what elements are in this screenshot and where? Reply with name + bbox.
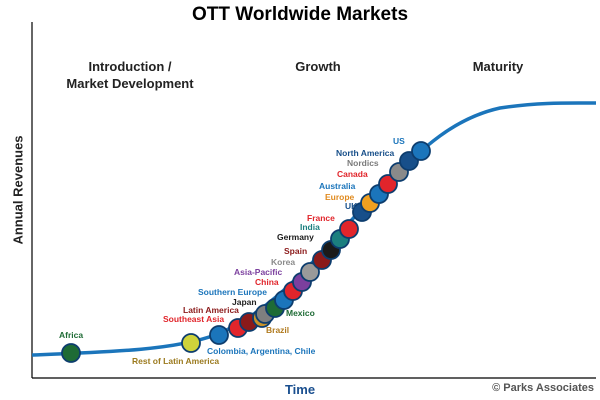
market-label-southeast-asia: Southeast Asia [163,314,224,324]
market-label-canada: Canada [337,169,368,179]
market-label-europe: Europe [325,192,355,202]
market-label-mexico: Mexico [286,308,315,318]
market-label-france: France [307,213,335,223]
phase-introduction-label: Introduction / Market Development [45,58,215,92]
phase-intro-line1: Introduction / [88,59,172,74]
market-marker-korea [300,262,320,282]
market-label-asia-pacific: Asia-Pacific [234,267,282,277]
x-axis-label: Time [284,382,316,397]
phase-intro-line2: Market Development [66,76,194,91]
market-marker-africa [61,343,81,363]
market-label-germany: Germany [277,232,314,242]
chart-title: OTT Worldwide Markets [191,4,409,25]
market-marker-rest-of-latin-america [181,333,201,353]
market-label-japan: Japan [232,297,257,307]
market-label-latin-america: Latin America [183,305,239,315]
market-label-china: China [255,277,279,287]
market-label-brazil: Brazil [266,325,289,335]
market-label-spain: Spain [284,246,307,256]
market-label-africa: Africa [59,330,83,340]
market-label-korea: Korea [271,257,295,267]
market-marker-france [339,219,359,239]
market-marker-canada [378,174,398,194]
market-label-india: India [300,222,320,232]
market-label-southern-europe: Southern Europe [198,287,267,297]
market-label-australia: Australia [319,181,356,191]
phase-growth-label: Growth [295,59,341,74]
market-label-colombia-argentina-chile: Colombia, Argentina, Chile [207,346,316,356]
market-label-nordics: Nordics [347,158,379,168]
phase-maturity-label: Maturity [472,59,524,74]
market-marker-us [411,141,431,161]
market-marker-colombia-argentina-chile [209,325,229,345]
market-label-north-america: North America [336,148,395,158]
credit-text: © Parks Associates [492,382,594,394]
market-label-uk: UK [345,201,358,211]
market-label-us: US [393,136,405,146]
market-label-rest-of-latin-america: Rest of Latin America [132,356,219,366]
market-markers [61,141,431,363]
